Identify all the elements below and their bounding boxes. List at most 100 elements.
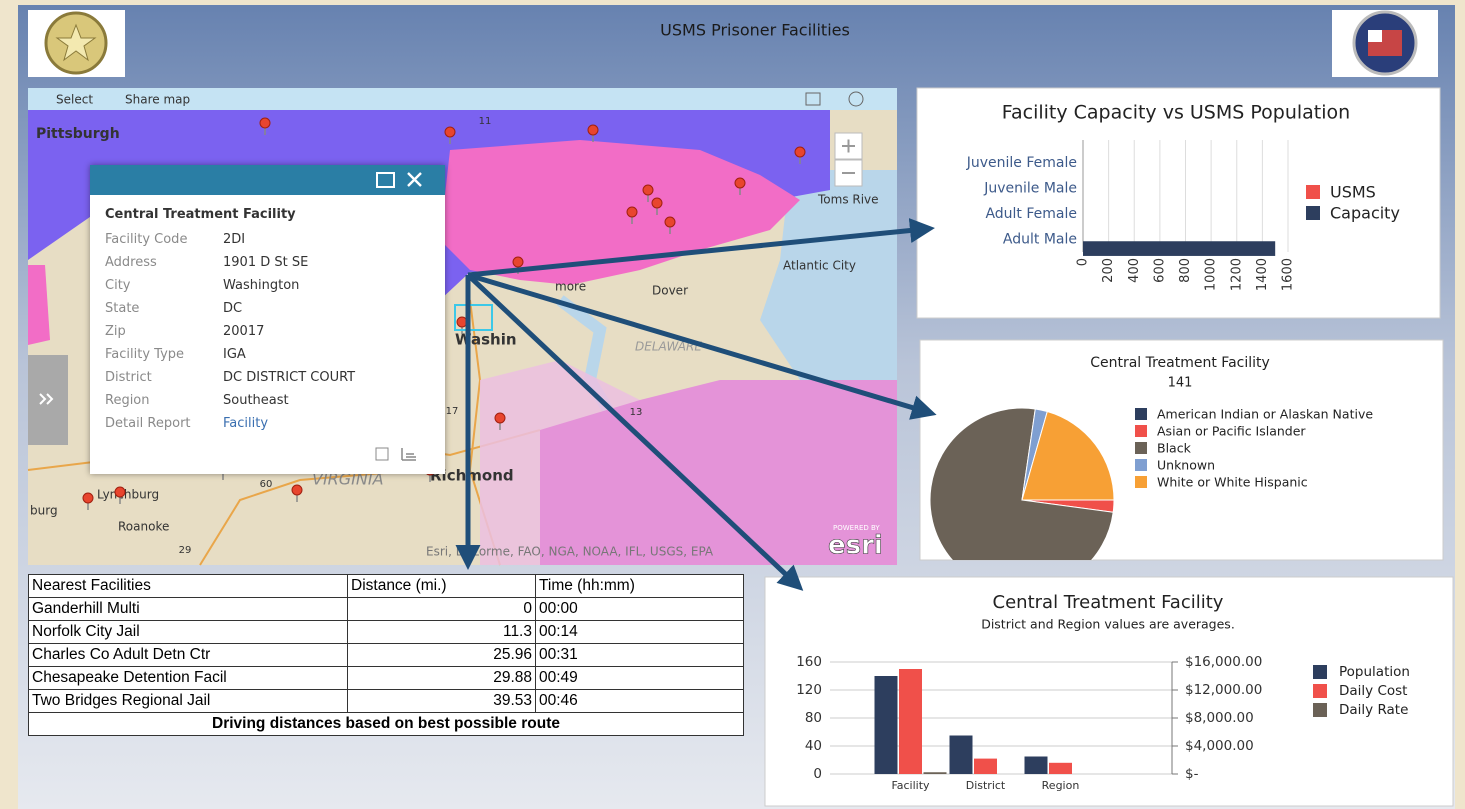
place-label: Roanoke <box>118 520 169 534</box>
x-tick-label: 1000 <box>1204 258 1219 291</box>
field-label: City <box>105 278 223 293</box>
cell: 25.96 <box>348 644 536 667</box>
table-footer: Driving distances based on best possible… <box>29 713 744 736</box>
place-label: Washin <box>455 331 517 349</box>
popup-footer <box>90 434 445 474</box>
legend-swatch <box>1135 459 1147 471</box>
x-tick-label: District <box>966 779 1006 792</box>
maximize-button[interactable] <box>377 173 394 187</box>
x-tick-label: Facility <box>891 779 930 792</box>
x-tick-label: 1400 <box>1255 258 1270 291</box>
toolbar-button[interactable]: Share map <box>125 93 190 107</box>
field-value: DC <box>223 301 242 316</box>
route-shield: 17 <box>446 406 459 417</box>
legend-label: Capacity <box>1330 204 1400 223</box>
y-tick-label: Adult Male <box>1003 231 1077 247</box>
cell: 00:49 <box>536 667 744 690</box>
y2-tick-label: $4,000.00 <box>1185 738 1254 754</box>
legend-label: American Indian or Alaskan Native <box>1157 407 1373 422</box>
chart-title: Central Treatment Facility <box>1090 355 1270 371</box>
route-shield: 13 <box>630 407 643 418</box>
bar <box>1025 757 1048 775</box>
route-shield: 60 <box>260 479 273 490</box>
y-tick-label: 80 <box>805 710 822 726</box>
y-tick-label: 0 <box>813 766 822 782</box>
bar <box>924 772 947 774</box>
y2-tick-label: $16,000.00 <box>1185 654 1262 670</box>
cell: 00:00 <box>536 598 744 621</box>
chart-subtitle: District and Region values are averages. <box>981 617 1235 632</box>
table-header: Nearest Facilities Distance (mi.) Time (… <box>29 575 744 598</box>
field-label: Facility Type <box>105 347 223 362</box>
legend-swatch <box>1135 408 1147 420</box>
panel-expander[interactable] <box>28 355 68 445</box>
place-label: Toms Rive <box>817 193 879 207</box>
y-tick-label: Juvenile Male <box>983 180 1077 196</box>
field-label: District <box>105 370 223 385</box>
cell: Chesapeake Detention Facil <box>29 667 348 690</box>
chart-title: Central Treatment Facility <box>993 592 1224 613</box>
x-tick-label: 1200 <box>1229 258 1244 291</box>
header-cell: Distance (mi.) <box>348 575 536 598</box>
cell: 00:14 <box>536 621 744 644</box>
toolbar-button[interactable]: Select <box>56 93 93 107</box>
place-label: burg <box>30 504 58 518</box>
field-value: Washington <box>223 278 299 293</box>
field-label: Zip <box>105 324 223 339</box>
close-button[interactable] <box>408 173 421 186</box>
route-shield: 11 <box>479 116 492 127</box>
cell: 00:31 <box>536 644 744 667</box>
legend-swatch <box>1313 665 1327 679</box>
x-tick-label: 600 <box>1152 258 1167 283</box>
bar <box>899 669 922 774</box>
legend-swatch <box>1135 425 1147 437</box>
header-cell: Nearest Facilities <box>29 575 348 598</box>
popup-controls <box>90 165 445 195</box>
details-button[interactable] <box>402 448 416 460</box>
x-tick-label: 800 <box>1178 258 1193 283</box>
y2-tick-label: $12,000.00 <box>1185 682 1262 698</box>
legend-label: Unknown <box>1157 458 1215 473</box>
header-cell: Time (hh:mm) <box>536 575 744 598</box>
field-label: Facility Code <box>105 232 223 247</box>
bar <box>1083 241 1275 256</box>
field-value: 20017 <box>223 324 264 339</box>
table-row: Ganderhill Multi000:00 <box>29 598 744 621</box>
chart-title: Facility Capacity vs USMS Population <box>1002 102 1350 124</box>
legend-label: Population <box>1339 664 1410 680</box>
region-label: DELAWARE <box>635 340 702 354</box>
map-attribution: Esri, DeLorme, FAO, NGA, NOAA, IFL, USGS… <box>426 545 714 559</box>
bar <box>950 736 973 775</box>
x-tick-label: 400 <box>1127 258 1142 283</box>
cell: 39.53 <box>348 690 536 713</box>
field-value: 1901 D St SE <box>223 255 308 270</box>
field-value: DC DISTRICT COURT <box>223 370 355 385</box>
report-link[interactable]: Facility <box>223 416 268 431</box>
legend-label: Black <box>1157 441 1192 456</box>
nearest-table: Nearest Facilities Distance (mi.) Time (… <box>28 574 744 736</box>
cell: Ganderhill Multi <box>29 598 348 621</box>
field-label: Region <box>105 393 223 408</box>
cell: Norfolk City Jail <box>29 621 348 644</box>
left-logo <box>28 10 125 77</box>
field-value: IGA <box>223 347 246 362</box>
zoom-to-button[interactable] <box>376 448 388 460</box>
place-label: Dover <box>652 284 688 298</box>
legend-swatch <box>1135 442 1147 454</box>
legend-swatch <box>1306 185 1320 199</box>
y-tick-label: 120 <box>796 682 822 698</box>
legend-swatch <box>1313 684 1327 698</box>
footer-cell: Driving distances based on best possible… <box>29 713 744 736</box>
x-tick-label: 0 <box>1076 258 1091 266</box>
legend-label: USMS <box>1330 183 1376 202</box>
